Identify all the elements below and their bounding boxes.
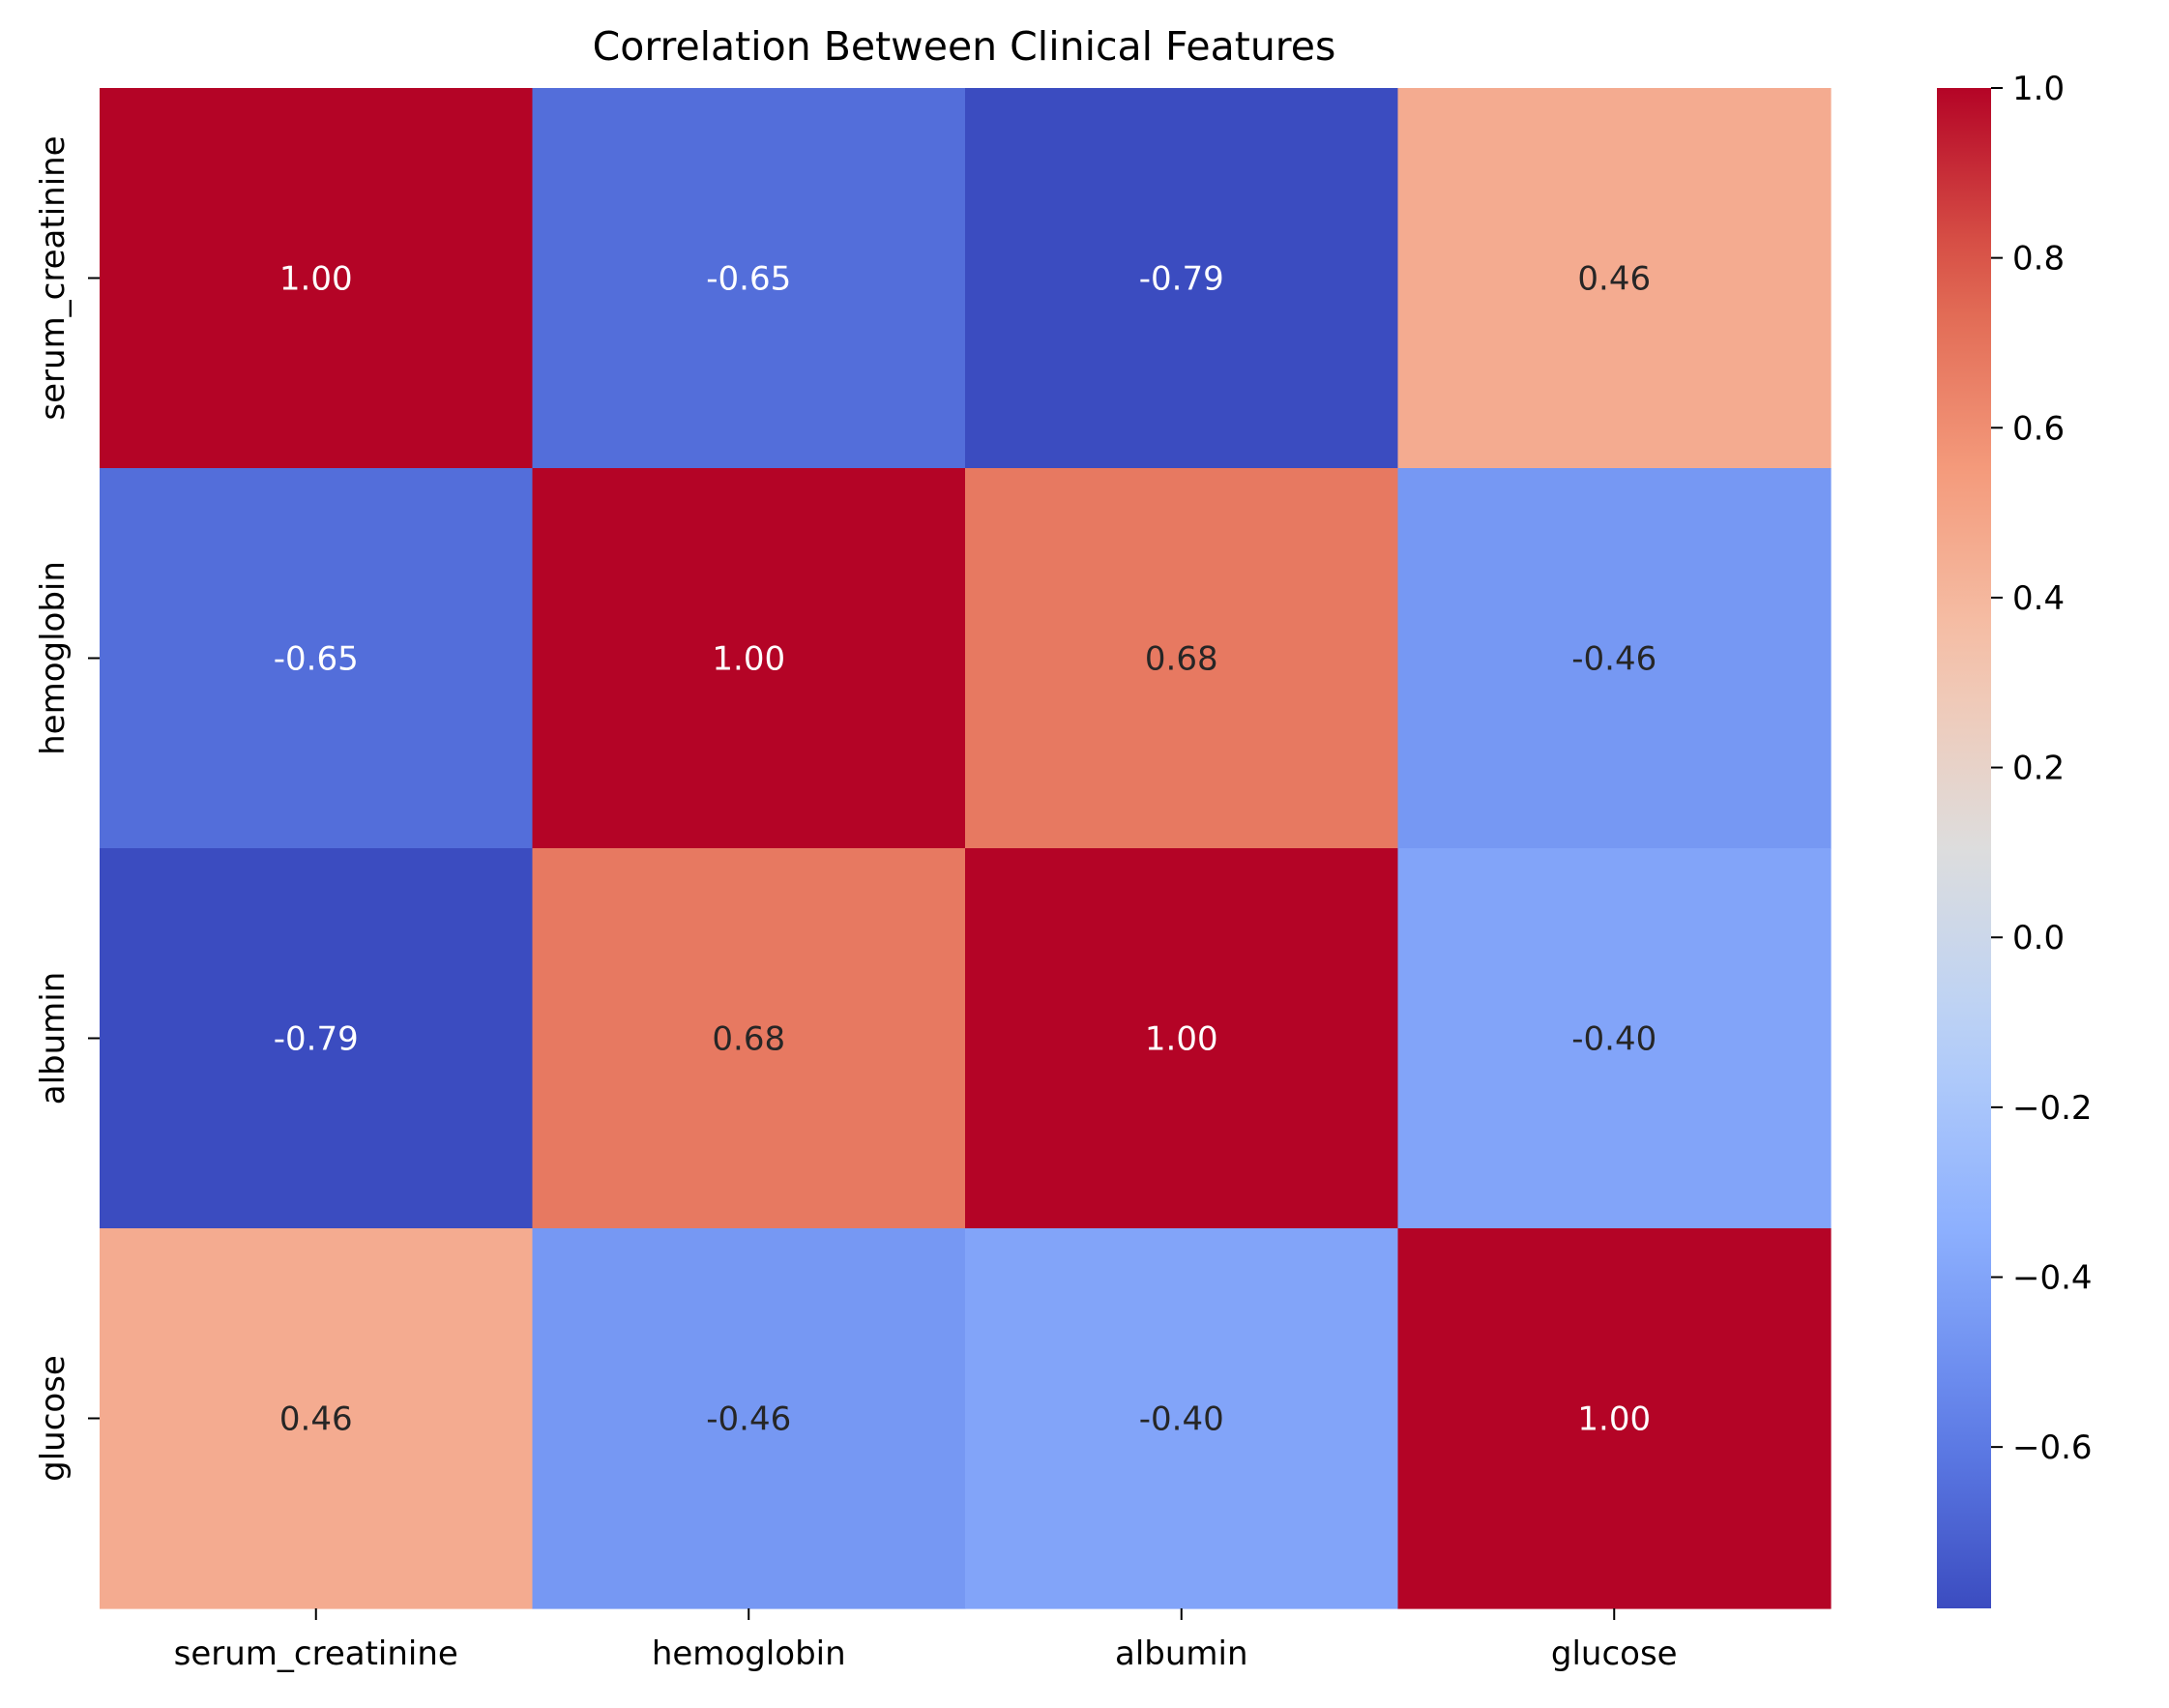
cell-value-label: -0.79 bbox=[274, 1020, 359, 1059]
colorbar-tick-label: 0.8 bbox=[2012, 240, 2065, 279]
y-axis: serum_creatinine hemoglobin albumin glucose bbox=[34, 135, 100, 1482]
y-tick-label: hemoglobin bbox=[34, 561, 73, 755]
colorbar-tick-label: 0.0 bbox=[2012, 919, 2065, 957]
cell-value-label: -0.79 bbox=[1139, 260, 1224, 299]
cell-value-label: 0.46 bbox=[279, 1400, 353, 1439]
colorbar-tick-label: −0.4 bbox=[2012, 1258, 2093, 1297]
colorbar-tick-label: −0.2 bbox=[2012, 1089, 2093, 1128]
heatmap-cell bbox=[1397, 468, 1832, 849]
x-tick-label: albumin bbox=[1115, 1634, 1248, 1673]
colorbar-tick-label: 0.4 bbox=[2012, 579, 2065, 618]
x-axis: serum_creatinine hemoglobin albumin glucose bbox=[174, 1608, 1678, 1673]
x-tick-label: hemoglobin bbox=[652, 1634, 846, 1673]
cell-value-label: 0.68 bbox=[712, 1020, 785, 1059]
heatmap-cell bbox=[1397, 88, 1832, 469]
y-tick-label: serum_creatinine bbox=[34, 135, 73, 420]
heatmap-cell bbox=[532, 1228, 966, 1609]
heatmap-cell bbox=[100, 848, 534, 1229]
cell-value-label: 1.00 bbox=[1577, 1400, 1651, 1439]
x-tick-label: glucose bbox=[1551, 1634, 1678, 1673]
cell-value-label: -0.46 bbox=[706, 1400, 791, 1439]
heatmap-cell bbox=[532, 848, 966, 1229]
heatmap-cell bbox=[965, 1228, 1399, 1609]
x-tick-label: serum_creatinine bbox=[174, 1634, 458, 1673]
colorbar-tick-label: −0.6 bbox=[2012, 1428, 2093, 1467]
heatmap-cell bbox=[1397, 848, 1832, 1229]
colorbar-tick-label: 1.0 bbox=[2012, 70, 2065, 108]
colorbar-tick-label: 0.6 bbox=[2012, 409, 2065, 448]
heatmap-cell bbox=[100, 1228, 534, 1609]
heatmap-cell bbox=[965, 468, 1399, 849]
colorbar: 1.0 0.8 0.6 0.4 0.2 0.0 −0.2 −0.4 −0.6 bbox=[1937, 70, 2093, 1608]
heatmap-cell bbox=[100, 88, 534, 469]
heatmap-cell bbox=[965, 848, 1399, 1229]
cell-value-label: -0.65 bbox=[706, 260, 791, 299]
colorbar-gradient bbox=[1937, 88, 1991, 1608]
cell-value-label: -0.40 bbox=[1139, 1400, 1224, 1439]
cell-value-label: 0.46 bbox=[1577, 260, 1651, 299]
heatmap-cell bbox=[532, 468, 966, 849]
heatmap-cell bbox=[1397, 1228, 1832, 1609]
y-tick-label: glucose bbox=[34, 1355, 73, 1482]
cell-value-label: -0.40 bbox=[1571, 1020, 1656, 1059]
heatmap-cells: 1.00 -0.65 -0.79 0.46 -0.65 1.00 0.68 -0.46 -0.7… bbox=[100, 88, 1832, 1609]
cell-value-label: -0.65 bbox=[274, 640, 359, 679]
cell-value-label: 1.00 bbox=[712, 640, 785, 679]
colorbar-tick-label: 0.2 bbox=[2012, 750, 2065, 788]
heatmap-cell bbox=[532, 88, 966, 469]
cell-value-label: 1.00 bbox=[279, 260, 353, 299]
heatmap-cell bbox=[965, 88, 1399, 469]
y-tick-label: albumin bbox=[34, 972, 73, 1105]
heatmap-cell bbox=[100, 468, 534, 849]
cell-value-label: 1.00 bbox=[1145, 1020, 1218, 1059]
cell-value-label: 0.68 bbox=[1145, 640, 1218, 679]
cell-value-label: -0.46 bbox=[1571, 640, 1656, 679]
chart-title: Correlation Between Clinical Features bbox=[593, 23, 1336, 70]
